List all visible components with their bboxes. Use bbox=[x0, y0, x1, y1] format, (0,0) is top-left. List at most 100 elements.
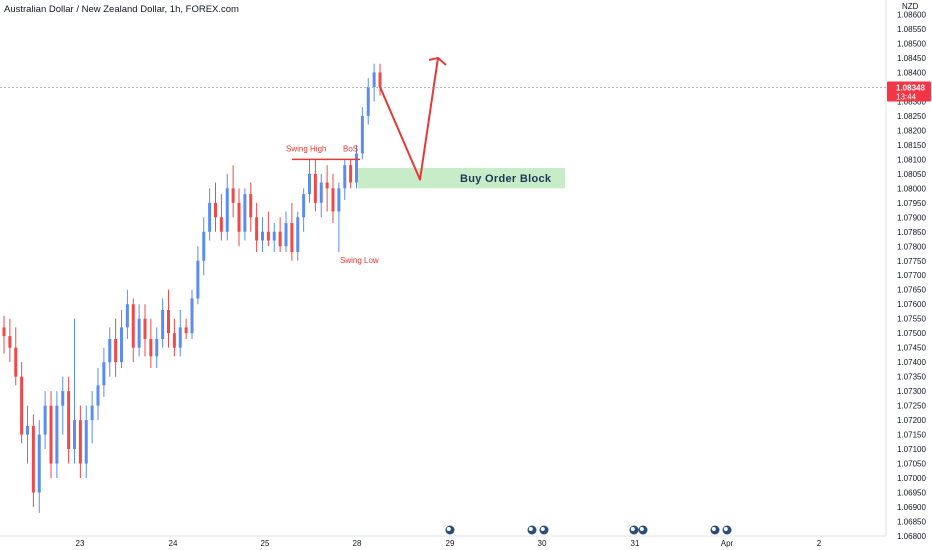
price-tick-label: 1.07000 bbox=[897, 474, 926, 483]
time-tick-label: 2 bbox=[817, 539, 822, 548]
candle-body[interactable] bbox=[26, 425, 29, 435]
bos-label: BoS bbox=[343, 144, 358, 153]
price-tick-label: 1.07650 bbox=[897, 286, 926, 295]
price-tick-label: 1.07700 bbox=[897, 271, 926, 280]
candle-body[interactable] bbox=[67, 391, 71, 450]
economic-event-icon-glint bbox=[639, 527, 644, 531]
price-tick-label: 1.08250 bbox=[897, 112, 926, 121]
candle-body[interactable] bbox=[225, 188, 229, 232]
economic-event-icon-glint bbox=[630, 527, 635, 531]
symbol-title: Australian Dollar / New Zealand Dollar, … bbox=[4, 4, 239, 15]
projection-path[interactable] bbox=[379, 57, 439, 181]
price-tick-label: 1.06900 bbox=[897, 503, 926, 512]
candle-body[interactable] bbox=[302, 194, 306, 218]
buy-order-block-label: Buy Order Block bbox=[460, 173, 552, 185]
price-axis-currency: NZD bbox=[902, 2, 919, 11]
price-tick-label: 1.08300 bbox=[897, 97, 926, 106]
candle-body[interactable] bbox=[43, 405, 47, 435]
time-tick-label: 28 bbox=[353, 539, 362, 548]
candle-body[interactable] bbox=[96, 385, 100, 406]
candle-body[interactable] bbox=[208, 202, 212, 232]
candle-body[interactable] bbox=[108, 338, 112, 363]
price-tick-label: 1.07900 bbox=[897, 213, 926, 222]
candle-body[interactable] bbox=[355, 153, 358, 183]
price-tick-label: 1.07800 bbox=[897, 242, 926, 251]
candle-body[interactable] bbox=[366, 86, 370, 116]
candle-body[interactable] bbox=[202, 231, 206, 261]
buy-order-block-zone[interactable] bbox=[358, 168, 565, 189]
candle-body[interactable] bbox=[243, 194, 247, 232]
price-tick-label: 1.07050 bbox=[897, 460, 926, 469]
candle-body[interactable] bbox=[249, 194, 253, 218]
time-tick-label: 30 bbox=[538, 539, 547, 548]
candle-body[interactable] bbox=[20, 376, 24, 435]
candle-body[interactable] bbox=[296, 217, 300, 253]
candle-body[interactable] bbox=[196, 260, 200, 299]
candle-body[interactable] bbox=[178, 327, 182, 348]
candle-body[interactable] bbox=[372, 72, 376, 87]
candle-body[interactable] bbox=[231, 188, 235, 203]
price-tick-label: 1.08550 bbox=[897, 25, 926, 34]
candle-body[interactable] bbox=[284, 223, 288, 247]
candle-body[interactable] bbox=[325, 182, 329, 189]
price-tick-label: 1.07150 bbox=[897, 431, 926, 440]
candle-body[interactable] bbox=[278, 231, 282, 247]
candle-body[interactable] bbox=[37, 434, 41, 493]
candle-body[interactable] bbox=[161, 310, 165, 339]
candle-body[interactable] bbox=[261, 231, 264, 241]
candle-body[interactable] bbox=[8, 336, 12, 348]
candle-body[interactable] bbox=[337, 188, 341, 212]
candle-body[interactable] bbox=[190, 298, 194, 334]
candle-body[interactable] bbox=[167, 310, 170, 334]
time-tick-label: 24 bbox=[169, 539, 178, 548]
candle-body[interactable] bbox=[61, 391, 65, 406]
time-tick-label: 23 bbox=[76, 539, 85, 548]
candle-body[interactable] bbox=[49, 405, 53, 464]
candle-body[interactable] bbox=[255, 217, 259, 241]
candle-body[interactable] bbox=[31, 425, 35, 493]
candle-body[interactable] bbox=[349, 165, 353, 183]
candle-body[interactable] bbox=[137, 318, 141, 348]
candle-body[interactable] bbox=[184, 327, 188, 334]
candle-body[interactable] bbox=[172, 333, 176, 348]
candle-body[interactable] bbox=[84, 420, 88, 464]
candle-body[interactable] bbox=[78, 420, 82, 464]
candle-body[interactable] bbox=[149, 338, 153, 357]
candle-body[interactable] bbox=[73, 420, 76, 450]
economic-event-icon-glint bbox=[723, 527, 728, 531]
price-tick-label: 1.08450 bbox=[897, 54, 926, 63]
candle-body[interactable] bbox=[378, 72, 382, 87]
candle-body[interactable] bbox=[219, 217, 223, 232]
candle-body[interactable] bbox=[102, 362, 106, 386]
candle-body[interactable] bbox=[90, 405, 94, 421]
candle-body[interactable] bbox=[319, 182, 323, 203]
candle-body[interactable] bbox=[313, 173, 317, 203]
candle-body[interactable] bbox=[266, 231, 270, 241]
candle-body[interactable] bbox=[331, 188, 335, 212]
price-tick-label: 1.06850 bbox=[897, 518, 926, 527]
price-tick-label: 1.07350 bbox=[897, 373, 926, 382]
candle-body[interactable] bbox=[290, 223, 294, 253]
candle-body[interactable] bbox=[272, 231, 276, 241]
candle-body[interactable] bbox=[143, 318, 147, 339]
candle-body[interactable] bbox=[120, 327, 123, 363]
price-tick-label: 1.08050 bbox=[897, 170, 926, 179]
candle-body[interactable] bbox=[14, 347, 18, 377]
candle-body[interactable] bbox=[308, 173, 311, 195]
candle-body[interactable] bbox=[343, 165, 347, 189]
candle-body[interactable] bbox=[125, 304, 129, 328]
candle-body[interactable] bbox=[2, 327, 6, 337]
time-tick-label: 25 bbox=[261, 539, 270, 548]
price-tick-label: 1.08200 bbox=[897, 126, 926, 135]
candle-body[interactable] bbox=[55, 405, 59, 464]
price-tick-label: 1.07950 bbox=[897, 199, 926, 208]
candle-body[interactable] bbox=[214, 202, 217, 218]
price-tick-label: 1.07550 bbox=[897, 315, 926, 324]
candle-body[interactable] bbox=[114, 338, 118, 363]
price-tick-label: 1.07850 bbox=[897, 228, 926, 237]
candle-body[interactable] bbox=[131, 304, 135, 348]
candle-body[interactable] bbox=[155, 338, 159, 357]
candle-body[interactable] bbox=[237, 202, 241, 232]
candle-body[interactable] bbox=[360, 115, 364, 154]
